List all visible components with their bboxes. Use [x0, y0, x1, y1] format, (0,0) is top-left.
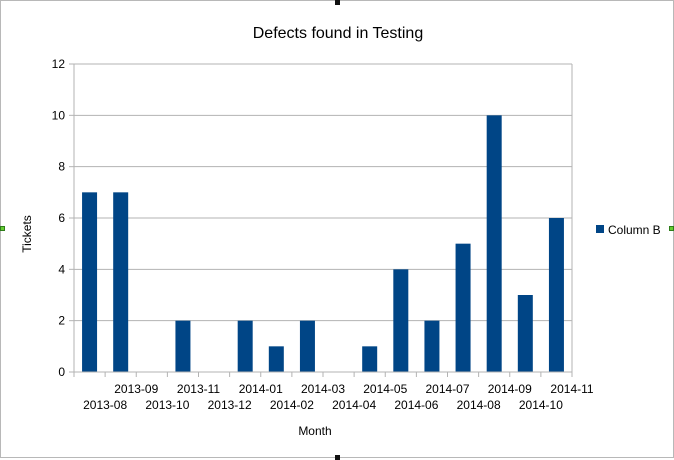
x-tick-label: 2014-11	[550, 382, 593, 396]
resize-handle-left[interactable]	[0, 226, 5, 231]
bar	[548, 218, 564, 372]
x-tick-label: 2014-08	[457, 398, 501, 412]
x-tick-label: 2013-10	[145, 398, 189, 412]
bar	[424, 320, 440, 372]
bar	[268, 346, 284, 372]
y-tick-label: 4	[58, 262, 65, 276]
x-tick-label: 2013-09	[114, 382, 158, 396]
x-tick-label: 2013-08	[83, 398, 127, 412]
bar	[455, 243, 471, 372]
bar	[82, 192, 98, 372]
x-axis-label: Month	[298, 424, 331, 438]
resize-handle-top[interactable]	[335, 0, 340, 5]
y-axis-label: Tickets	[20, 215, 34, 253]
x-tick-label: 2014-07	[425, 382, 469, 396]
bar	[393, 269, 409, 372]
x-tick-label: 2014-05	[363, 382, 407, 396]
x-tick-label: 2014-10	[519, 398, 563, 412]
x-tick-label: 2014-06	[394, 398, 438, 412]
y-tick-label: 10	[52, 108, 66, 122]
x-tick-label: 2014-09	[488, 382, 532, 396]
legend-label: Column B	[608, 223, 661, 237]
x-tick-label: 2014-04	[332, 398, 376, 412]
legend-swatch	[596, 225, 604, 233]
x-tick-label: 2014-01	[239, 382, 283, 396]
x-tick-label: 2013-12	[208, 398, 252, 412]
bars	[82, 115, 564, 372]
y-tick-label: 6	[58, 211, 65, 225]
x-axis-ticks: 2013-08 2013-09 2013-10 2013-11 2013-12 2014-…	[73, 372, 594, 412]
x-tick-label: 2014-02	[270, 398, 314, 412]
y-tick-label: 2	[58, 314, 65, 328]
chart-title: Defects found in Testing	[253, 25, 423, 42]
x-tick-label: 2013-11	[177, 382, 220, 396]
bar	[486, 115, 502, 372]
bar	[113, 192, 129, 372]
x-tick-label: 2014-03	[301, 382, 345, 396]
y-tick-label: 8	[58, 160, 65, 174]
y-tick-label: 0	[58, 365, 65, 379]
bar	[299, 320, 315, 372]
y-tick-label: 12	[52, 57, 66, 71]
bar	[362, 346, 378, 372]
bar	[175, 320, 191, 372]
bar	[517, 295, 533, 372]
legend: Column B	[596, 223, 661, 237]
bar	[237, 320, 253, 372]
y-axis-ticks: 0 2 4 6 8 10 12	[52, 57, 74, 379]
